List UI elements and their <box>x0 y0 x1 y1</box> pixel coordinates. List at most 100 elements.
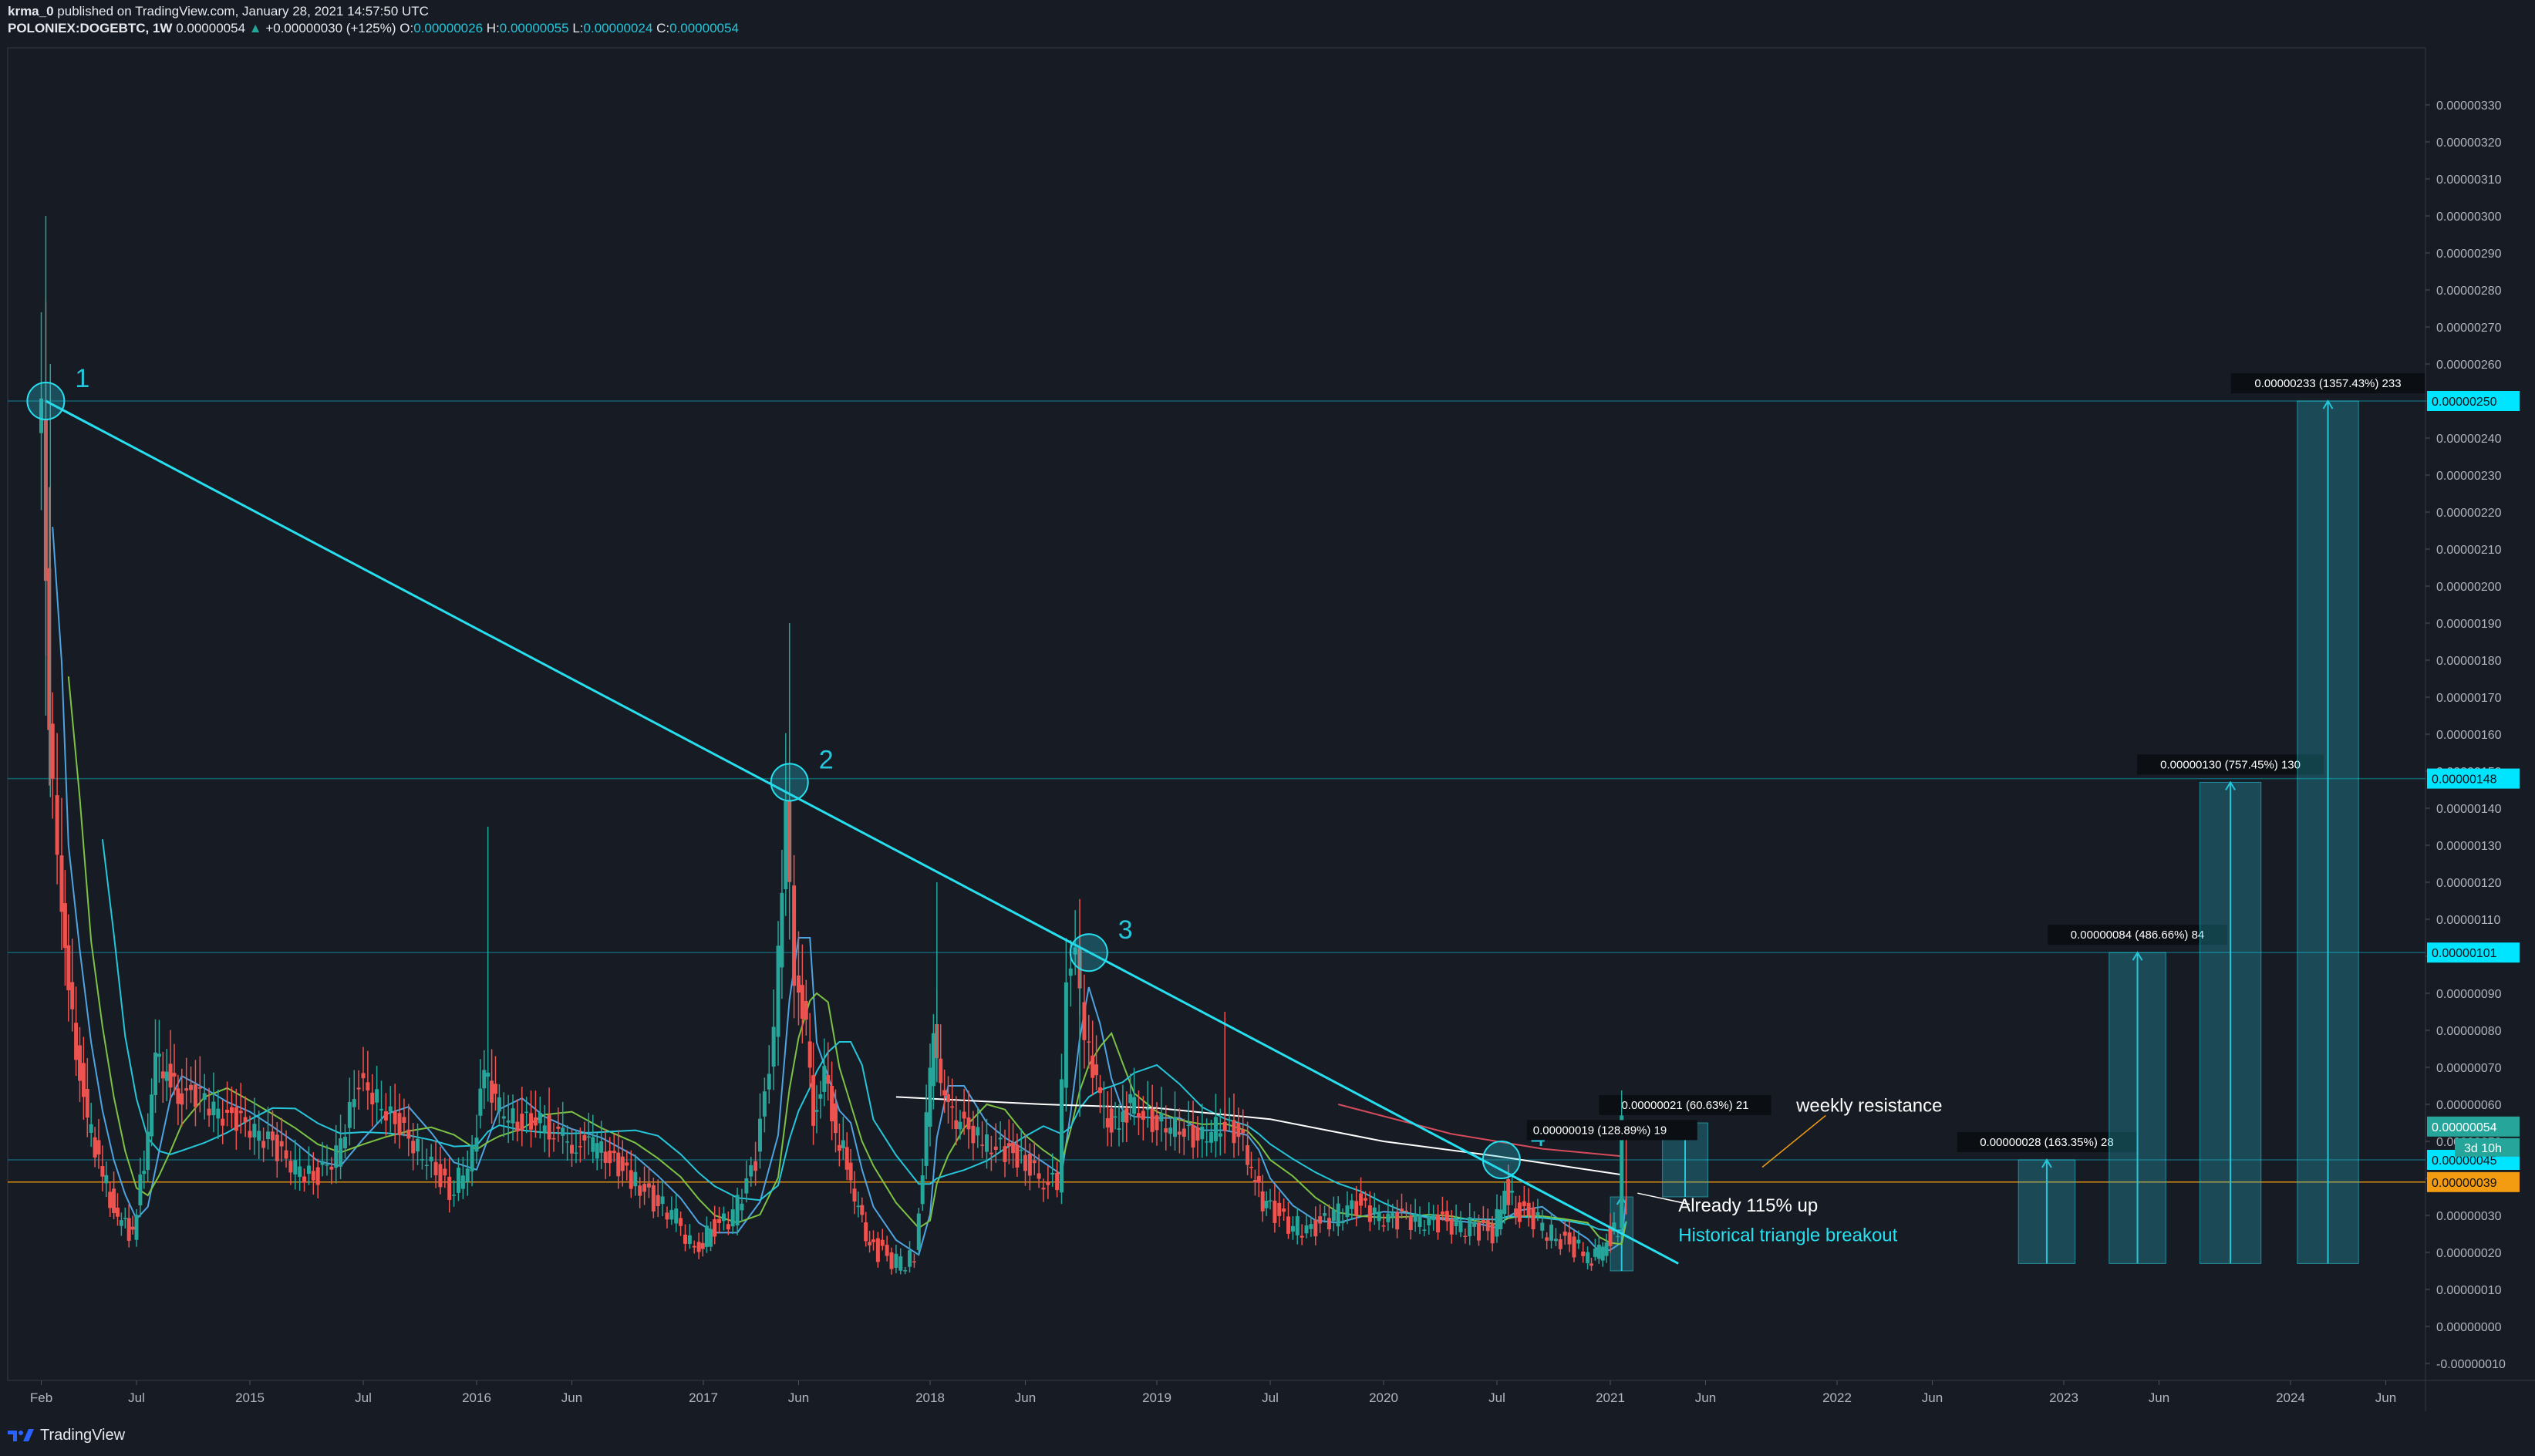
up-arrow-icon: ▲ <box>248 21 262 35</box>
candle <box>252 1097 257 1155</box>
candle <box>665 1206 669 1228</box>
candle-body <box>1323 1213 1327 1216</box>
candle <box>334 1124 339 1184</box>
candle <box>1510 1173 1515 1205</box>
candle-body <box>1068 968 1073 976</box>
candle-body <box>665 1212 669 1220</box>
candle-body <box>180 1093 184 1105</box>
candle-body <box>339 1138 343 1167</box>
candle <box>366 1050 370 1111</box>
candle-body <box>70 982 75 1009</box>
candle-body <box>721 1213 726 1222</box>
candle-body <box>474 1138 479 1152</box>
y-tick-label: 0.00000070 <box>2436 1062 2502 1075</box>
y-tick-label: 0.00000260 <box>2436 359 2502 372</box>
candle-body <box>931 1033 935 1087</box>
candle <box>524 1097 529 1134</box>
x-tick-label: Jul <box>1488 1390 1505 1405</box>
candle-body <box>1252 1180 1257 1183</box>
candle <box>402 1098 406 1137</box>
price-change: +0.00000030 (+125%) <box>265 21 396 35</box>
candle-body <box>39 398 44 433</box>
candle <box>1177 1108 1182 1154</box>
candle-body <box>1581 1251 1586 1256</box>
candle-body <box>1182 1128 1186 1138</box>
candle <box>160 1051 165 1104</box>
candle-body <box>903 1270 908 1272</box>
candle-body <box>620 1156 625 1171</box>
candle <box>1535 1198 1540 1222</box>
candle-body <box>153 1052 157 1095</box>
candle-body <box>1498 1209 1503 1230</box>
x-tick-label: Jun <box>1922 1390 1943 1405</box>
candle-body <box>89 1124 93 1133</box>
candle-body <box>515 1121 520 1132</box>
candle <box>771 989 776 1090</box>
author-name[interactable]: krma_0 <box>8 4 54 19</box>
projection-label: 0.00000028 (163.35%) 28 <box>1957 1132 2137 1152</box>
candle <box>749 1157 753 1187</box>
projection-arrowhead <box>2041 1158 2052 1168</box>
candle <box>474 1114 479 1164</box>
y-tick-label: 0.00000320 <box>2436 136 2502 150</box>
candle <box>116 1193 120 1226</box>
candle <box>740 1188 744 1222</box>
candle <box>1186 1100 1191 1141</box>
candle <box>108 1181 113 1217</box>
candle-body <box>811 1075 816 1126</box>
moving-average-line <box>895 1096 1622 1176</box>
candle-body <box>78 1045 82 1081</box>
candle-body <box>1191 1124 1195 1148</box>
candle <box>320 1141 325 1177</box>
candle <box>1252 1169 1257 1196</box>
candle-body <box>574 1152 578 1154</box>
candle <box>1549 1212 1554 1249</box>
candle <box>225 1081 230 1127</box>
candle-body <box>547 1114 551 1140</box>
candle-body <box>1064 982 1068 1088</box>
candle <box>1098 1074 1102 1114</box>
candle-body <box>889 1252 894 1269</box>
candle <box>1318 1204 1323 1233</box>
candle <box>1408 1204 1413 1240</box>
candle-body <box>591 1137 595 1152</box>
candle-body <box>753 1161 758 1171</box>
y-tick-label: 0.00000310 <box>2436 174 2502 187</box>
candle-body <box>704 1225 709 1247</box>
candle <box>599 1121 604 1170</box>
candle-body <box>1209 1131 1214 1143</box>
candle-body <box>1589 1263 1593 1266</box>
candle-body <box>1593 1249 1597 1257</box>
candle <box>39 312 44 511</box>
y-tick-label: -0.00000010 <box>2436 1358 2506 1371</box>
candle-body <box>429 1156 433 1161</box>
candle <box>257 1111 261 1159</box>
candle-body <box>578 1146 582 1148</box>
candle <box>356 1070 361 1110</box>
candle <box>1463 1228 1468 1244</box>
candle-body <box>1600 1246 1605 1261</box>
candle <box>1359 1177 1364 1215</box>
candle-body <box>1168 1127 1173 1134</box>
tradingview-logo-icon[interactable] <box>8 1427 34 1444</box>
publish-line: krma_0 published on TradingView.com, Jan… <box>8 3 1550 20</box>
candle-body <box>1363 1198 1367 1201</box>
candle <box>683 1224 687 1252</box>
candle <box>1213 1094 1218 1158</box>
candle-body <box>1295 1215 1300 1235</box>
tradingview-brand[interactable]: TradingView <box>40 1426 126 1444</box>
candle <box>796 931 801 1026</box>
candle <box>1377 1205 1381 1231</box>
candle-body <box>1336 1203 1340 1227</box>
candle <box>1060 1053 1064 1205</box>
projection-label-text: 0.00000233 (1357.43%) 233 <box>2254 377 2401 390</box>
candle-body <box>1041 1188 1046 1190</box>
low-value: 0.00000024 <box>583 21 653 35</box>
x-tick-label: 2019 <box>1142 1390 1171 1405</box>
candle-body <box>1381 1225 1386 1227</box>
candle-body <box>1612 1222 1616 1229</box>
candle <box>443 1158 447 1188</box>
candle-body <box>638 1185 642 1196</box>
candle-body <box>66 945 71 991</box>
